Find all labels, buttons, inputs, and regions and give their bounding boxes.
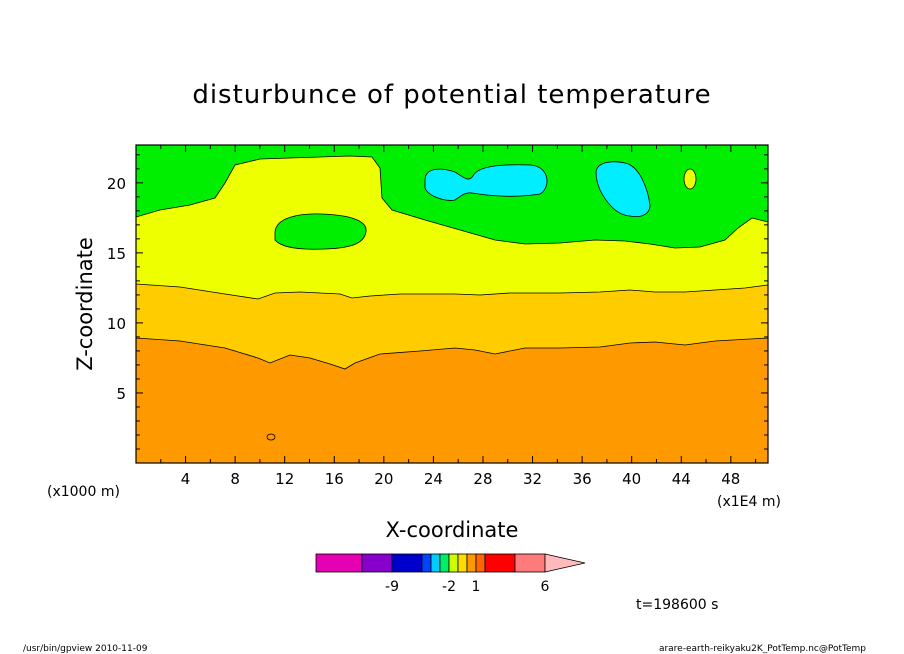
colorbar-segment [391, 553, 423, 573]
x-tick-label: 32 [523, 470, 542, 488]
colorbar-segment [361, 553, 393, 573]
y-tick-label: 5 [116, 385, 126, 403]
plot-frame [135, 144, 769, 464]
y-axis-ticks: 5 10 15 20 [107, 154, 768, 450]
footer-right: arare-earth-reikyaku2K_PotTemp.nc@PotTem… [659, 644, 866, 654]
colorbar [315, 553, 586, 573]
warm-dot-upper [683, 168, 697, 190]
colorbar-segment [457, 553, 468, 573]
colorbar-segment [484, 553, 516, 573]
x-unit-right: (x1E4 m) [717, 494, 781, 510]
x-tick-label: 44 [672, 470, 691, 488]
chart-title: disturbunce of potential temperature [192, 80, 711, 110]
x-axis-label: X-coordinate [386, 518, 519, 542]
cold-patch-1 [424, 164, 548, 201]
y-tick-label: 20 [107, 175, 126, 193]
colorbar-label: -2 [442, 579, 456, 595]
footer-left: /usr/bin/gpview 2010-11-09 [23, 644, 148, 654]
colorbar-label: 6 [541, 579, 550, 595]
y-tick-label: 15 [107, 245, 126, 263]
x-tick-label: 28 [473, 470, 492, 488]
colorbar-labels: -9 -2 1 6 [385, 579, 550, 595]
x-tick-label: 4 [181, 470, 191, 488]
colorbar-arrow [544, 553, 586, 573]
colorbar-segment [421, 553, 432, 573]
colorbar-label: 1 [472, 579, 481, 595]
colorbar-segment [439, 553, 450, 573]
x-tick-label: 8 [230, 470, 240, 488]
x-unit-left: (x1000 m) [47, 484, 120, 500]
cold-patch-2 [595, 161, 651, 217]
colorbar-label: -9 [385, 579, 399, 595]
plot-area [135, 144, 769, 464]
y-axis-label: Z-coordinate [73, 237, 97, 371]
x-axis-ticks: 4 8 12 16 20 24 28 32 36 40 44 48 [160, 145, 757, 488]
colorbar-segment [475, 553, 486, 573]
x-tick-label: 48 [721, 470, 740, 488]
warm-dot-lower [266, 433, 276, 441]
x-tick-label: 24 [424, 470, 443, 488]
colorbar-segment [315, 553, 363, 573]
x-tick-label: 40 [622, 470, 641, 488]
colorbar-segment [430, 553, 441, 573]
colorbar-segment [514, 553, 546, 573]
time-label: t=198600 s [636, 597, 718, 613]
x-tick-label: 36 [573, 470, 592, 488]
warm-patch-center [274, 213, 367, 250]
x-tick-label: 20 [374, 470, 393, 488]
y-tick-label: 10 [107, 315, 126, 333]
x-tick-label: 12 [275, 470, 294, 488]
colorbar-segment [448, 553, 459, 573]
x-tick-label: 16 [325, 470, 344, 488]
colorbar-segment [466, 553, 477, 573]
